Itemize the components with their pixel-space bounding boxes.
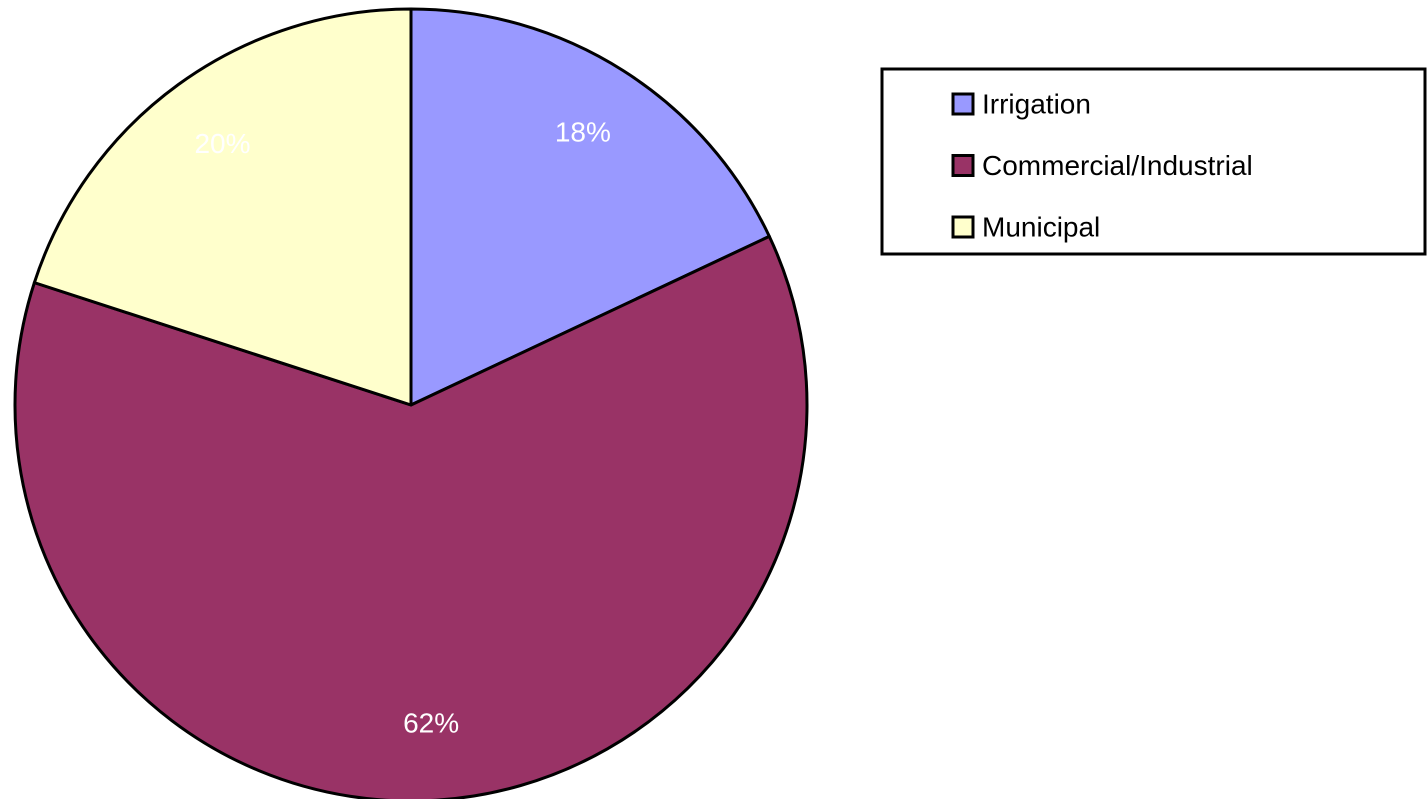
legend-label: Irrigation [982, 88, 1091, 119]
legend-swatch [951, 92, 975, 116]
data-label: 62% [403, 708, 459, 739]
data-label: 20% [194, 128, 250, 159]
pie-slice [409, 7, 771, 407]
pie-slice [13, 234, 809, 799]
legend-label: Commercial/Industrial [982, 150, 1253, 181]
legend-label: Municipal [982, 211, 1100, 242]
pie-slice [32, 7, 413, 407]
data-label: 18% [555, 117, 611, 148]
legend-swatch [951, 215, 975, 239]
legend-swatch [951, 154, 975, 177]
